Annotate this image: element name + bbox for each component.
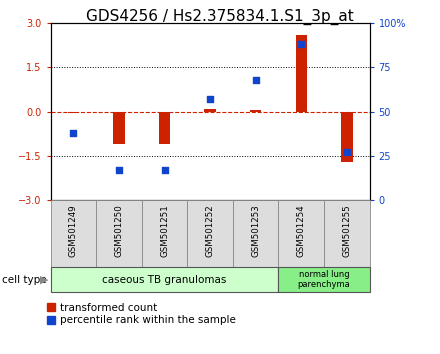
Legend: transformed count, percentile rank within the sample: transformed count, percentile rank withi… xyxy=(47,303,235,325)
Bar xyxy=(68,112,79,113)
Point xyxy=(207,96,214,102)
Bar xyxy=(250,110,261,112)
Text: ▶: ▶ xyxy=(40,275,48,285)
Bar xyxy=(51,267,279,292)
Text: GSM501250: GSM501250 xyxy=(114,205,124,257)
Bar xyxy=(159,112,170,144)
Point xyxy=(161,167,168,173)
Bar xyxy=(51,200,96,267)
Text: GSM501249: GSM501249 xyxy=(69,205,78,257)
Bar xyxy=(96,200,142,267)
Text: GSM501255: GSM501255 xyxy=(342,205,351,257)
Text: caseous TB granulomas: caseous TB granulomas xyxy=(103,275,227,285)
Text: cell type: cell type xyxy=(2,275,47,285)
Text: normal lung
parenchyma: normal lung parenchyma xyxy=(297,270,350,289)
Bar xyxy=(187,200,233,267)
Bar xyxy=(324,200,370,267)
Bar xyxy=(113,112,125,144)
Point xyxy=(70,130,77,136)
Bar xyxy=(233,200,279,267)
Text: GSM501251: GSM501251 xyxy=(160,205,169,257)
Bar xyxy=(279,267,370,292)
Point xyxy=(252,77,259,82)
Point xyxy=(343,149,350,155)
Text: GSM501253: GSM501253 xyxy=(251,205,260,257)
Bar xyxy=(341,112,352,162)
Bar xyxy=(142,200,187,267)
Text: GDS4256 / Hs2.375834.1.S1_3p_at: GDS4256 / Hs2.375834.1.S1_3p_at xyxy=(86,9,354,25)
Bar xyxy=(279,200,324,267)
Text: GSM501252: GSM501252 xyxy=(205,205,215,257)
Bar xyxy=(296,35,307,112)
Point xyxy=(298,41,305,47)
Bar xyxy=(205,109,216,112)
Point xyxy=(115,167,122,173)
Text: GSM501254: GSM501254 xyxy=(297,205,306,257)
